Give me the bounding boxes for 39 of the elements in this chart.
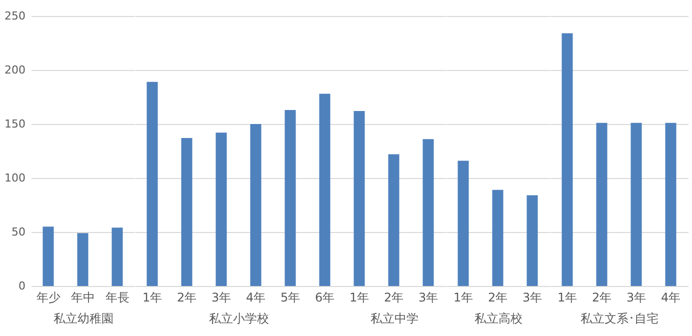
y-tick-label: 150 — [4, 118, 26, 130]
bar — [112, 228, 123, 286]
x-tick-label: 5年 — [280, 290, 300, 304]
x-axis-title: 私立文系･自宅 — [580, 312, 658, 326]
x-axis-title: 私立小学校 — [209, 312, 269, 326]
x-tick-label: 1年 — [557, 290, 578, 304]
bar — [250, 124, 262, 286]
x-tick-label: 2年 — [384, 290, 404, 304]
x-tick-label: 2年 — [488, 290, 508, 304]
bar — [77, 233, 88, 286]
x-axis-title: 私立幼稚園 — [53, 312, 114, 326]
x-tick-label: 年少 — [36, 290, 60, 304]
bar — [284, 110, 296, 286]
x-tick-label: 1年 — [349, 290, 370, 304]
y-tick-label: 0 — [18, 280, 26, 292]
x-tick-label: 2年 — [176, 290, 197, 304]
x-tick-label: 3年 — [626, 290, 646, 304]
x-tick-label: 3年 — [211, 290, 232, 304]
bar — [216, 132, 227, 286]
bar — [42, 226, 54, 286]
x-tick-label: 3年 — [522, 290, 542, 304]
y-tick-label: 250 — [4, 10, 26, 22]
x-tick-label: 年長 — [105, 290, 130, 304]
bar — [146, 82, 158, 286]
y-tick-label: 100 — [4, 172, 26, 184]
x-tick-label: 2年 — [592, 290, 612, 304]
x-tick-label: 1年 — [142, 290, 162, 304]
y-tick-label: 200 — [4, 64, 26, 76]
x-tick-label: 4年 — [246, 290, 266, 304]
y-tick-label: 50 — [12, 226, 26, 238]
x-axis-title: 私立高校 — [474, 312, 522, 326]
x-tick-label: 年中 — [70, 290, 95, 304]
bar — [181, 138, 192, 286]
x-tick-label: 3年 — [418, 290, 438, 304]
x-axis-title: 私立中学 — [370, 312, 418, 326]
x-tick-label: 1年 — [453, 290, 474, 304]
bar — [319, 94, 330, 286]
x-tick-label: 6年 — [314, 290, 335, 304]
x-tick-label: 4年 — [660, 290, 681, 304]
